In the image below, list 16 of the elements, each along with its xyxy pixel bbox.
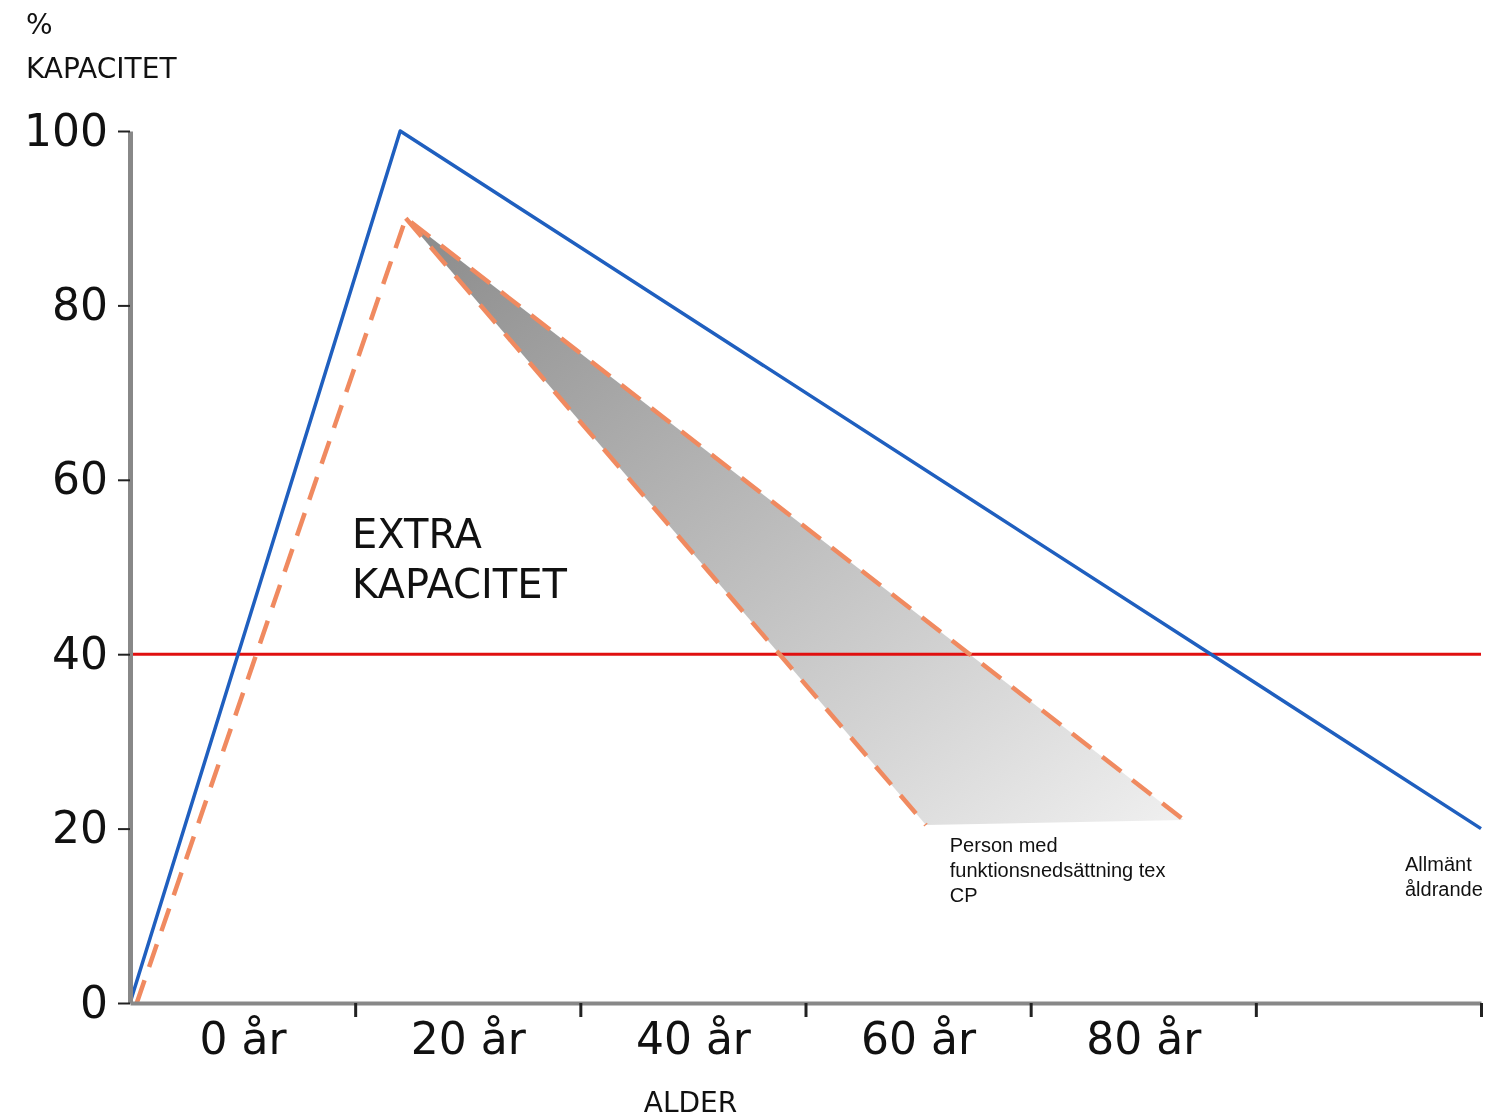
y-tick-label: 80 xyxy=(52,278,108,330)
x-tick-label: 0 år xyxy=(199,1013,288,1065)
x-tick-label: 80 år xyxy=(1086,1013,1203,1065)
x-axis-title: ALDER xyxy=(643,1086,738,1118)
x-tick-label: 40 år xyxy=(635,1013,752,1065)
y-tick-label: 40 xyxy=(52,627,108,679)
series-label: Person med funktionsnedsättning tex CP xyxy=(949,833,1166,906)
x-tick-label: 60 år xyxy=(861,1013,978,1065)
series-label: Allmänt åldrande xyxy=(1405,852,1483,900)
y-tick-label: 0 xyxy=(80,976,108,1028)
y-axis-title: % KAPACITET xyxy=(26,8,178,85)
x-tick-label: 20 år xyxy=(410,1013,527,1065)
annotation: EXTRA KAPACITET xyxy=(352,511,568,607)
y-tick-label: 100 xyxy=(24,104,108,156)
y-tick-label: 60 xyxy=(52,453,108,505)
y-tick-label: 20 xyxy=(52,802,108,854)
